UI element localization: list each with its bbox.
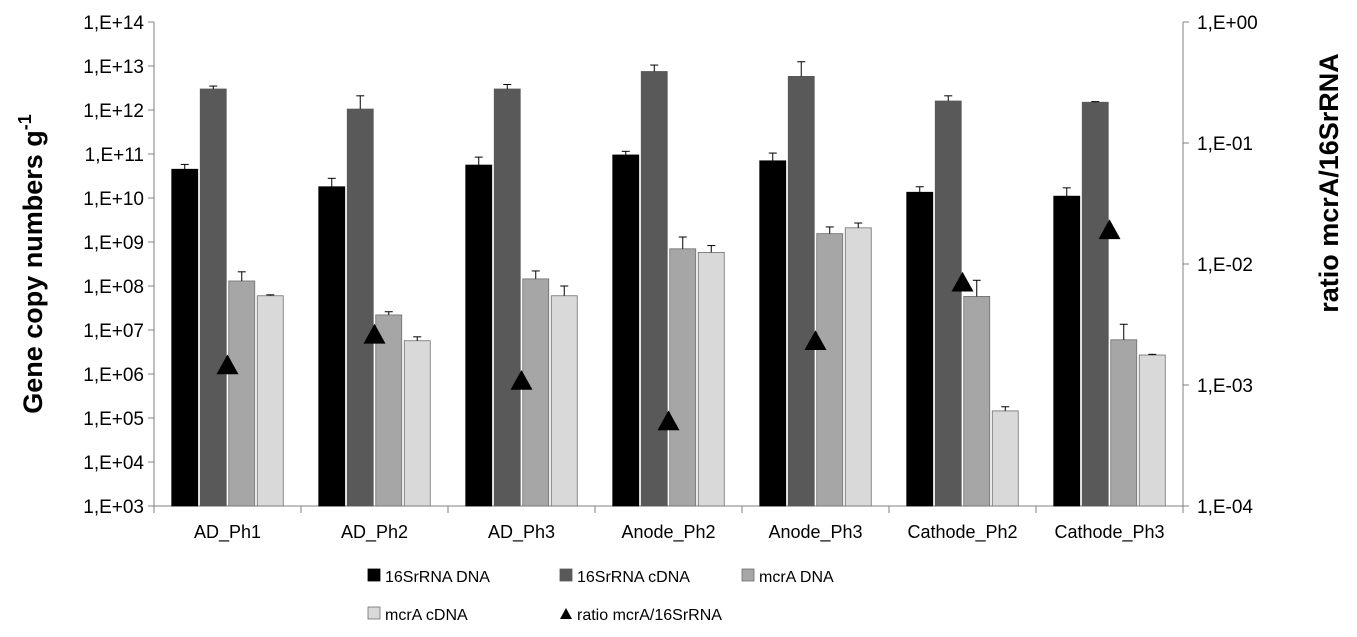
legend-swatch bbox=[741, 568, 755, 582]
legend-swatch-triangle bbox=[560, 608, 572, 619]
legend-swatch bbox=[559, 568, 573, 582]
bar bbox=[1138, 354, 1166, 507]
bar bbox=[493, 88, 521, 507]
x-tick-label: Anode_Ph2 bbox=[621, 522, 715, 543]
ratio-marker bbox=[951, 271, 974, 292]
bars bbox=[171, 61, 1166, 507]
y-axis-left-title: Gene copy numbers g-1 bbox=[15, 114, 48, 414]
ratio-marker bbox=[804, 330, 827, 351]
y-left-tick-label: 1,E+03 bbox=[83, 497, 144, 518]
y-axis-right-title: ratio mcrA/16SrRNA bbox=[1314, 53, 1344, 313]
bar bbox=[640, 71, 668, 507]
x-tick-label: AD_Ph2 bbox=[341, 522, 408, 543]
ratio-markers bbox=[216, 219, 1121, 431]
y-left-tick-label: 1,E+08 bbox=[83, 277, 144, 298]
bar bbox=[256, 295, 284, 507]
axes bbox=[148, 21, 1189, 513]
ratio-marker bbox=[510, 369, 533, 390]
bar bbox=[228, 280, 256, 507]
x-tick-label: AD_Ph1 bbox=[194, 522, 261, 543]
bar bbox=[816, 233, 844, 507]
bar bbox=[759, 160, 787, 507]
bar bbox=[991, 410, 1019, 507]
ratio-marker bbox=[657, 410, 680, 431]
legend-swatch bbox=[367, 568, 381, 582]
legend-label: mcrA DNA bbox=[759, 569, 834, 586]
bar bbox=[375, 314, 403, 507]
bar bbox=[669, 248, 697, 507]
ratio-marker bbox=[216, 354, 239, 375]
bar bbox=[1081, 101, 1109, 507]
bar bbox=[612, 154, 640, 507]
bar bbox=[934, 100, 962, 507]
bar bbox=[171, 168, 199, 507]
legend-swatch bbox=[367, 606, 381, 620]
legend-label: mcrA cDNA bbox=[385, 607, 468, 624]
y-right-tick-label: 1,E-03 bbox=[1197, 376, 1253, 397]
y-right-tick-label: 1,E+00 bbox=[1197, 13, 1258, 34]
legend-label: ratio mcrA/16SrRNA bbox=[577, 607, 722, 624]
y-left-tick-label: 1,E+04 bbox=[83, 453, 144, 474]
y-left-tick-label: 1,E+07 bbox=[83, 321, 144, 342]
bar bbox=[697, 252, 725, 507]
bar bbox=[199, 88, 227, 507]
bar bbox=[465, 164, 493, 507]
bar bbox=[1110, 339, 1138, 507]
bar bbox=[906, 191, 934, 507]
legend: 16SrRNA DNA 16SrRNA cDNA mcrA DNA mcrA cDNA… bbox=[367, 568, 834, 624]
legend-label: 16SrRNA cDNA bbox=[577, 569, 690, 586]
y-left-tick-label: 1,E+11 bbox=[85, 145, 144, 166]
y-left-tick-label: 1,E+12 bbox=[83, 101, 144, 122]
ratio-marker bbox=[1098, 219, 1121, 240]
bar bbox=[787, 76, 815, 507]
y-right-tick-label: 1,E-04 bbox=[1197, 497, 1253, 518]
bar bbox=[550, 295, 578, 507]
y-left-tick-label: 1,E+05 bbox=[83, 409, 144, 430]
tick-labels: 1,E+03 1,E+04 1,E+05 1,E+06 1,E+07 1,E+08 1,E+… bbox=[83, 13, 1258, 543]
bar bbox=[522, 278, 550, 507]
x-tick-label: Anode_Ph3 bbox=[768, 522, 862, 543]
y-left-tick-label: 1,E+06 bbox=[83, 365, 144, 386]
y-left-tick-label: 1,E+09 bbox=[83, 233, 144, 254]
x-tick-label: AD_Ph3 bbox=[488, 522, 555, 543]
bar bbox=[403, 340, 431, 507]
y-right-tick-label: 1,E-02 bbox=[1197, 255, 1253, 276]
legend-label: 16SrRNA DNA bbox=[385, 569, 490, 586]
bar bbox=[1053, 195, 1081, 507]
y-left-tick-label: 1,E+13 bbox=[83, 57, 144, 78]
bar bbox=[346, 108, 374, 507]
y-right-tick-label: 1,E-01 bbox=[1197, 134, 1253, 155]
x-tick-label: Cathode_Ph2 bbox=[907, 522, 1017, 543]
bar bbox=[844, 227, 872, 507]
ratio-marker bbox=[363, 323, 386, 344]
x-tick-label: Cathode_Ph3 bbox=[1054, 522, 1164, 543]
y-left-tick-label: 1,E+14 bbox=[83, 13, 144, 34]
bar bbox=[318, 186, 346, 507]
y-left-tick-label: 1,E+10 bbox=[83, 189, 144, 210]
bar bbox=[963, 296, 991, 507]
